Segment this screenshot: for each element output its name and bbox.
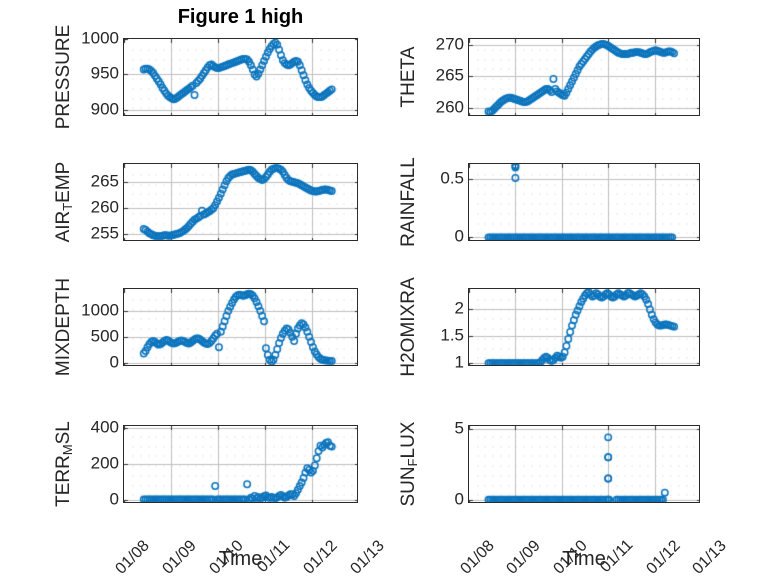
ytick-group-mixdepth: 1000 500 0 xyxy=(61,288,119,370)
ytick-label: 260 xyxy=(435,97,464,117)
ytick-label: 1000 xyxy=(81,300,119,320)
yaxis-title-subscript: F xyxy=(404,458,420,467)
ytick-group-air_temp: 265 260 255 xyxy=(61,163,119,243)
plot-canvas-terr_msl xyxy=(124,426,357,502)
yaxis-title-sun_flux: SUNFLUX xyxy=(398,390,420,538)
plot-canvas-mixdepth xyxy=(124,289,357,365)
axes-terr_msl xyxy=(123,425,358,503)
ytick-label: 1.5 xyxy=(440,325,464,345)
figure-title: Figure 1 high xyxy=(177,6,304,28)
ytick-label: 5 xyxy=(454,418,464,438)
yaxis-title-tail: LUX xyxy=(398,421,419,459)
ytick-group-h2omixra: 2 1.5 1 xyxy=(406,288,464,371)
axes-h2omixra xyxy=(468,288,700,366)
axes-sun_flux xyxy=(468,425,700,503)
ytick-group-pressure: 1000 950 900 xyxy=(61,30,119,119)
ytick-label: 900 xyxy=(90,99,119,119)
ytick-label: 2 xyxy=(454,298,464,318)
ytick-group-rainfall: 0.5 0 xyxy=(406,163,464,245)
ytick-label: 500 xyxy=(90,326,119,346)
ytick-label: 0.5 xyxy=(440,168,464,188)
ytick-label: 260 xyxy=(90,197,119,217)
ytick-label: 0 xyxy=(109,352,119,372)
plot-canvas-theta xyxy=(469,39,699,115)
ytick-label: 200 xyxy=(90,453,119,473)
ytick-label: 1000 xyxy=(81,28,119,48)
plot-canvas-pressure xyxy=(124,39,357,115)
xaxis-title-right: Time xyxy=(562,548,606,570)
ytick-label: 270 xyxy=(435,34,464,54)
ytick-label: 400 xyxy=(90,417,119,437)
ytick-label: 0 xyxy=(454,226,464,246)
plot-canvas-rainfall xyxy=(469,164,699,240)
xaxis-title-left: Time xyxy=(218,548,263,570)
axes-air_temp xyxy=(123,163,358,241)
plot-canvas-air_temp xyxy=(124,164,357,240)
plot-canvas-sun_flux xyxy=(469,426,699,502)
ytick-group-terr_msl: 400 200 0 xyxy=(61,418,119,507)
axes-pressure xyxy=(123,38,358,116)
axes-mixdepth xyxy=(123,288,358,366)
ytick-label: 0 xyxy=(454,489,464,509)
ytick-label: 0 xyxy=(109,489,119,509)
ytick-label: 950 xyxy=(90,63,119,83)
axes-rainfall xyxy=(468,163,700,241)
axes-theta xyxy=(468,38,700,116)
ytick-label: 265 xyxy=(435,65,464,85)
ytick-label: 265 xyxy=(90,171,119,191)
yaxis-title-text: SUN xyxy=(398,466,419,507)
ytick-label: 255 xyxy=(90,223,119,243)
ytick-label: 1 xyxy=(454,352,464,372)
ytick-group-theta: 270 265 260 xyxy=(406,34,464,117)
plot-canvas-h2omixra xyxy=(469,289,699,365)
